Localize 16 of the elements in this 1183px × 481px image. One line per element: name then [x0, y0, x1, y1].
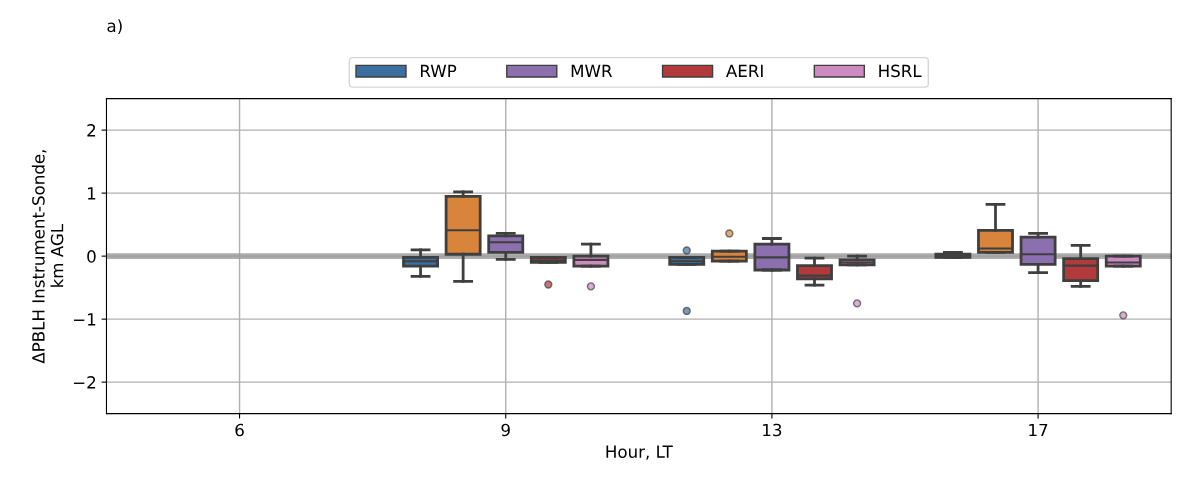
x-tick-label: 13	[763, 423, 782, 437]
legend-label: MWR	[571, 64, 613, 77]
x-tick-label: 9	[501, 423, 510, 437]
x-axis-title: Hour, LT	[606, 445, 673, 460]
chart-title: a)	[107, 19, 122, 35]
legend-label: RWP	[420, 64, 457, 77]
y-tick-label: 0	[87, 250, 96, 263]
y-tick-label: −1	[73, 313, 96, 326]
y-tick-label: −2	[73, 376, 96, 389]
y-tick-label: 1	[87, 187, 96, 200]
legend-label: AERI	[726, 64, 763, 77]
x-tick-label: 6	[235, 423, 244, 437]
legend-label: HSRL	[879, 64, 922, 78]
y-tick-label: 2	[87, 124, 96, 137]
x-tick-label: 17	[1029, 423, 1048, 437]
y-axis-title: ΔPBLH Instrument-Sonde, km AGL	[31, 150, 64, 364]
